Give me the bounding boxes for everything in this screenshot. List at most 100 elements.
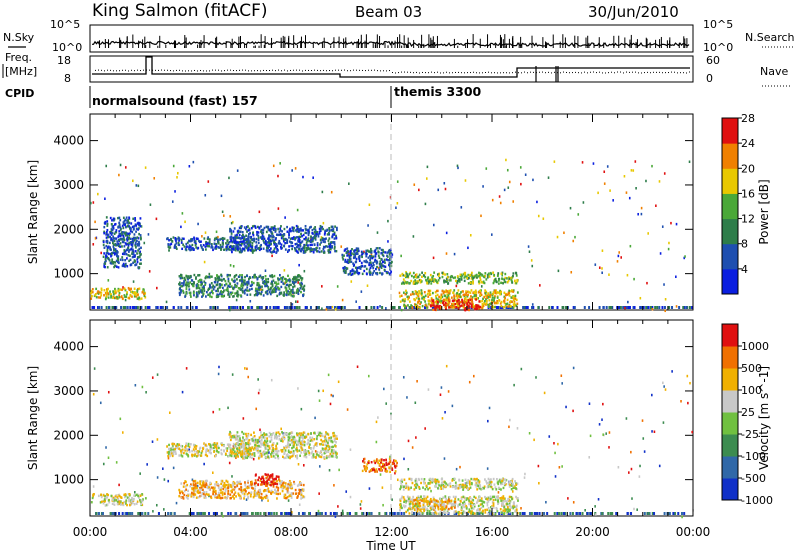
scatter-point: [172, 452, 175, 455]
scatter-point: [297, 289, 299, 292]
scatter-point: [606, 165, 609, 168]
scatter-point: [537, 464, 540, 468]
scatter-point: [414, 275, 417, 279]
scatter-point: [586, 512, 589, 515]
scatter-point: [497, 277, 500, 281]
scatter-point: [322, 443, 324, 446]
scatter-point: [301, 277, 304, 280]
scatter-point: [121, 231, 124, 234]
scatter-point: [426, 292, 429, 296]
scatter-point: [193, 450, 196, 453]
scatter-point: [299, 245, 302, 248]
scatter-point: [215, 236, 218, 240]
scatter-point: [507, 293, 510, 296]
scatter-point: [597, 498, 600, 501]
scatter-point: [130, 287, 132, 290]
scatter-point: [284, 241, 287, 245]
scatter-point: [640, 212, 643, 216]
scatter-point: [225, 282, 228, 286]
scatter-point: [174, 190, 176, 193]
scatter-point: [123, 287, 126, 291]
scatter-point: [512, 298, 515, 301]
scatter-point: [265, 280, 268, 284]
scatter-point: [289, 229, 292, 232]
scatter-point: [127, 254, 130, 257]
scatter-point: [140, 502, 143, 506]
scatter-point: [115, 251, 118, 255]
scatter-point: [230, 452, 233, 455]
scatter-point: [601, 418, 603, 421]
scatter-point: [241, 247, 244, 250]
scatter-point: [595, 513, 597, 516]
scatter-point: [246, 448, 249, 452]
scatter-point: [431, 306, 434, 309]
scatter-point: [651, 308, 654, 311]
scatter-point: [279, 162, 281, 165]
scatter-point: [418, 188, 420, 192]
scatter-point: [275, 437, 278, 440]
scatter-point: [184, 295, 186, 298]
scatter-point: [106, 222, 109, 226]
scatter-point: [266, 442, 269, 446]
scatter-point: [106, 241, 109, 245]
scatter-point: [135, 493, 138, 497]
scatter-point: [121, 288, 123, 292]
scatter-point: [197, 246, 200, 250]
scatter-point: [412, 235, 415, 238]
scatter-point: [263, 453, 266, 456]
scatter-point: [231, 250, 233, 254]
scatter-point: [241, 286, 244, 290]
scatter-point: [223, 237, 226, 240]
scatter-point: [128, 248, 131, 252]
scatter-point: [485, 299, 488, 303]
nave-dot: [140, 70, 141, 72]
scatter-point: [495, 280, 498, 284]
scatter-point: [449, 279, 452, 282]
scatter-point: [128, 221, 131, 225]
scatter-point: [287, 444, 290, 447]
scatter-point: [259, 512, 262, 515]
scatter-point: [428, 512, 431, 515]
scatter-point: [609, 189, 611, 192]
scatter-point: [478, 512, 481, 515]
scatter-point: [275, 237, 277, 240]
scatter-point: [447, 291, 450, 295]
scatter-point: [431, 291, 434, 295]
scatter-point: [236, 453, 239, 456]
scatter-point: [333, 233, 336, 236]
nave-dot: [623, 72, 624, 74]
scatter-point: [377, 266, 380, 270]
scatter-point: [642, 306, 645, 309]
scatter-point: [219, 292, 221, 295]
scatter-point: [305, 306, 308, 309]
scatter-point: [387, 259, 390, 262]
scatter-point: [463, 293, 466, 296]
scatter-point: [292, 278, 295, 281]
scatter-point: [136, 290, 139, 294]
scatter-point: [385, 402, 388, 405]
scatter-point: [250, 453, 253, 456]
scatter-point: [179, 291, 182, 294]
scatter-point: [175, 242, 178, 245]
scatter-point: [192, 443, 195, 447]
scatter-point: [129, 306, 132, 309]
scatter-point: [238, 250, 241, 254]
scatter-point: [207, 180, 210, 183]
scatter-point: [239, 288, 242, 291]
scatter-point: [481, 274, 484, 277]
scatter-point: [234, 237, 237, 241]
scatter-point: [203, 512, 206, 515]
scatter-point: [253, 452, 256, 455]
scatter-point: [233, 240, 236, 244]
scatter-point: [240, 453, 242, 456]
nave-dot: [665, 72, 666, 74]
scatter-point: [501, 306, 504, 309]
scatter-point: [402, 376, 405, 379]
scatter-point: [134, 250, 137, 253]
nave-dot: [242, 69, 243, 71]
scatter-point: [139, 498, 141, 502]
scatter-point: [118, 230, 121, 233]
scatter-point: [181, 455, 184, 458]
scatter-point: [191, 279, 194, 282]
scatter-point: [311, 439, 314, 443]
